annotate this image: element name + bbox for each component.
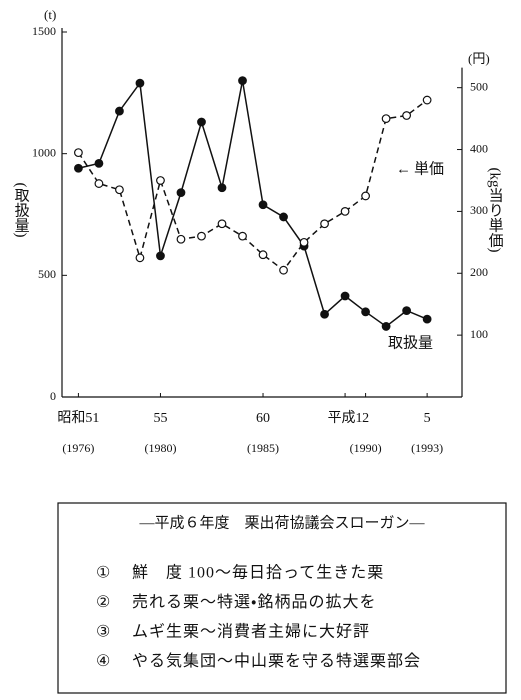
point: [320, 219, 329, 229]
series-line: [77, 99, 428, 272]
point: [135, 253, 145, 263]
x-tick-label: 2: [362, 411, 369, 426]
x-year-label: (1980): [144, 441, 176, 455]
y-tick-label: 0: [50, 389, 56, 403]
y2-tick-label: 100: [470, 327, 488, 341]
point: [422, 314, 432, 324]
point: [217, 183, 227, 193]
point: [381, 114, 391, 124]
x-tick-label: 昭和51: [57, 410, 99, 426]
point: [197, 117, 206, 127]
series-line: [78, 80, 428, 328]
slogan-number: ④: [96, 653, 110, 670]
point: [115, 185, 124, 195]
slogan-number: ②: [96, 594, 110, 611]
point: [422, 95, 432, 105]
x-year-label: (1993): [411, 441, 443, 455]
point: [340, 207, 350, 216]
point: [176, 188, 186, 198]
slogan-number: ③: [96, 624, 110, 641]
point: [156, 176, 165, 185]
point: [238, 76, 247, 86]
x-year-label: (1990): [350, 441, 382, 455]
slogan-text: 鮮 度 100〜毎日拾って生きた栗: [132, 564, 384, 582]
point: [381, 322, 391, 331]
x-year-label: (1985): [247, 441, 279, 455]
point: [176, 234, 186, 244]
point: [94, 179, 104, 188]
point: [279, 265, 288, 275]
point: [402, 111, 412, 120]
slogan-text: やる気集団〜中山栗を守る特選栗部会: [132, 652, 421, 670]
y-tick-label: 1000: [32, 145, 56, 159]
y-unit: (t): [44, 7, 56, 22]
point: [361, 307, 370, 317]
slogan-text: ムギ生栗〜消費者主婦に大好評: [132, 623, 370, 641]
y-tick-label: 500: [38, 267, 56, 281]
point: [361, 191, 370, 201]
point: [299, 237, 309, 247]
point: [258, 200, 268, 210]
slogan-box: [57, 502, 507, 694]
y2-tick-label: 400: [470, 141, 488, 155]
y2-unit: (円): [468, 51, 490, 66]
point: [217, 219, 227, 229]
x-year-label: (1976): [62, 441, 94, 455]
slogan-number: ①: [96, 565, 110, 582]
point: [74, 148, 83, 158]
point: [279, 212, 288, 222]
series-label: 単価: [414, 160, 444, 177]
point: [74, 163, 83, 173]
y2-axis-label: (kg当り単価): [487, 168, 504, 253]
y2-tick-label: 200: [470, 265, 488, 279]
point: [320, 309, 329, 319]
point: [156, 251, 165, 261]
x-tick-label: 平成1: [328, 410, 363, 426]
point: [115, 106, 124, 116]
point: [238, 231, 247, 241]
slogan-text: 売れる栗〜特選・銘柄品の拡大を: [132, 593, 376, 611]
point: [340, 291, 350, 301]
series-label: 取扱量: [388, 334, 433, 351]
point: [402, 306, 412, 316]
point: [197, 231, 206, 241]
y2-tick-label: 300: [470, 203, 488, 217]
point: [94, 158, 104, 168]
y2-tick-label: 500: [470, 79, 488, 93]
x-tick-label: 55: [153, 411, 167, 426]
arrow: ←: [396, 161, 411, 177]
x-tick-label: 5: [424, 411, 431, 426]
y-tick-label: 1500: [32, 24, 56, 38]
point: [258, 250, 268, 260]
slogan-title: —平成６年度 栗出荷協議会スローガン—: [138, 513, 425, 531]
x-tick-label: 60: [256, 411, 270, 426]
y-axis-label: (取扱量): [13, 183, 30, 238]
point: [135, 78, 145, 88]
